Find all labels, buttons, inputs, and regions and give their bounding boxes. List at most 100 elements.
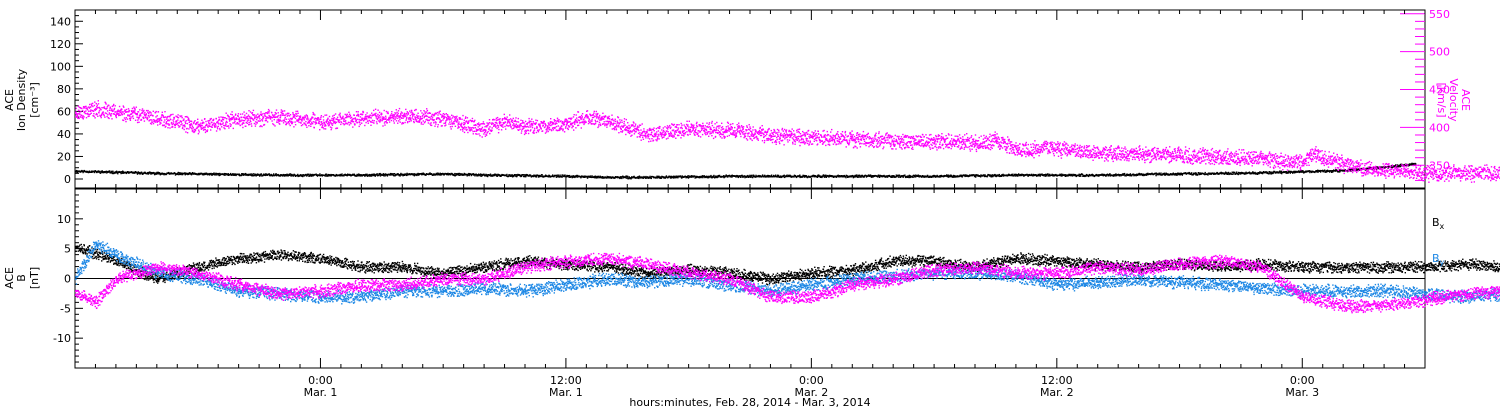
point-velocity — [142, 116, 145, 118]
point-density — [300, 175, 303, 177]
point-velocity — [147, 109, 149, 112]
point-density — [968, 175, 970, 177]
point-density — [679, 176, 681, 178]
point-density — [203, 173, 206, 176]
point-density — [467, 174, 470, 176]
point-density — [159, 173, 161, 175]
point-velocity — [297, 115, 299, 117]
point-velocity — [110, 115, 112, 117]
point-density — [485, 173, 487, 176]
point-density — [948, 175, 951, 177]
point-density — [527, 174, 529, 176]
point-density — [860, 176, 862, 178]
point-velocity — [342, 116, 344, 119]
point-density — [1204, 171, 1206, 174]
point-velocity — [177, 119, 179, 121]
point-velocity — [220, 116, 222, 118]
point-density — [828, 176, 830, 178]
point-velocity — [136, 121, 139, 124]
point-velocity — [90, 103, 93, 105]
point-density — [698, 175, 701, 178]
point-density — [772, 175, 774, 178]
point-density — [167, 171, 170, 174]
point-density — [457, 173, 460, 175]
point-velocity — [112, 110, 114, 112]
point-velocity — [106, 107, 108, 109]
point-velocity — [194, 129, 197, 132]
point-velocity — [376, 115, 378, 117]
point-velocity — [265, 112, 267, 114]
point-density — [821, 176, 823, 179]
point-density — [525, 175, 527, 177]
point-velocity — [323, 121, 325, 124]
point-density — [252, 173, 254, 175]
point-velocity — [108, 104, 110, 107]
point-density — [364, 175, 366, 177]
point-velocity — [390, 119, 393, 122]
point-density — [921, 175, 924, 177]
point-velocity — [311, 123, 314, 125]
point-density — [713, 174, 715, 177]
point-velocity — [392, 113, 394, 116]
point-density — [872, 175, 874, 177]
point-density — [696, 176, 698, 179]
point-density — [825, 174, 827, 176]
point-velocity — [135, 106, 137, 108]
point-density — [574, 176, 576, 178]
point-density — [147, 173, 150, 175]
point-velocity — [78, 112, 81, 114]
point-density — [137, 172, 139, 174]
point-velocity — [282, 122, 285, 124]
point-density — [425, 174, 427, 176]
point-density — [480, 173, 482, 175]
point-density — [730, 174, 733, 177]
point-velocity — [296, 120, 298, 122]
point-density — [422, 173, 424, 176]
point-velocity — [314, 123, 317, 125]
point-velocity — [215, 130, 218, 132]
point-density — [845, 176, 847, 179]
point-density — [286, 175, 289, 177]
point-density — [748, 175, 751, 178]
point-velocity — [281, 114, 284, 116]
point-density — [88, 170, 91, 172]
point-velocity — [230, 124, 232, 126]
point-density — [389, 173, 391, 176]
point-velocity — [322, 123, 324, 125]
point-density — [681, 177, 683, 179]
point-density — [290, 175, 292, 177]
point-density — [914, 176, 916, 178]
point-velocity — [348, 111, 350, 113]
point-density — [209, 173, 211, 176]
point-density — [907, 175, 909, 177]
point-density — [325, 173, 328, 175]
point-density — [838, 176, 840, 178]
point-density — [1408, 164, 1410, 167]
point-density — [946, 174, 948, 176]
point-density — [878, 175, 880, 177]
point-density — [436, 174, 438, 176]
point-density — [204, 172, 207, 175]
point-velocity — [273, 118, 275, 121]
point-velocity — [105, 112, 108, 115]
point-velocity — [193, 121, 195, 123]
point-velocity — [305, 124, 307, 127]
point-velocity — [371, 119, 374, 122]
point-velocity — [284, 118, 286, 120]
point-density — [163, 174, 165, 176]
point-velocity — [262, 117, 265, 119]
point-velocity — [194, 120, 196, 122]
point-density — [868, 174, 870, 177]
point-velocity — [348, 124, 351, 126]
point-velocity — [257, 113, 259, 115]
point-density — [685, 175, 687, 178]
point-density — [366, 173, 368, 175]
point-density — [602, 176, 604, 178]
point-density — [816, 176, 819, 178]
point-density — [703, 176, 706, 178]
point-density — [807, 176, 809, 178]
point-velocity — [354, 118, 357, 120]
point-density — [147, 171, 149, 174]
point-density — [777, 174, 780, 177]
point-velocity — [160, 122, 162, 124]
